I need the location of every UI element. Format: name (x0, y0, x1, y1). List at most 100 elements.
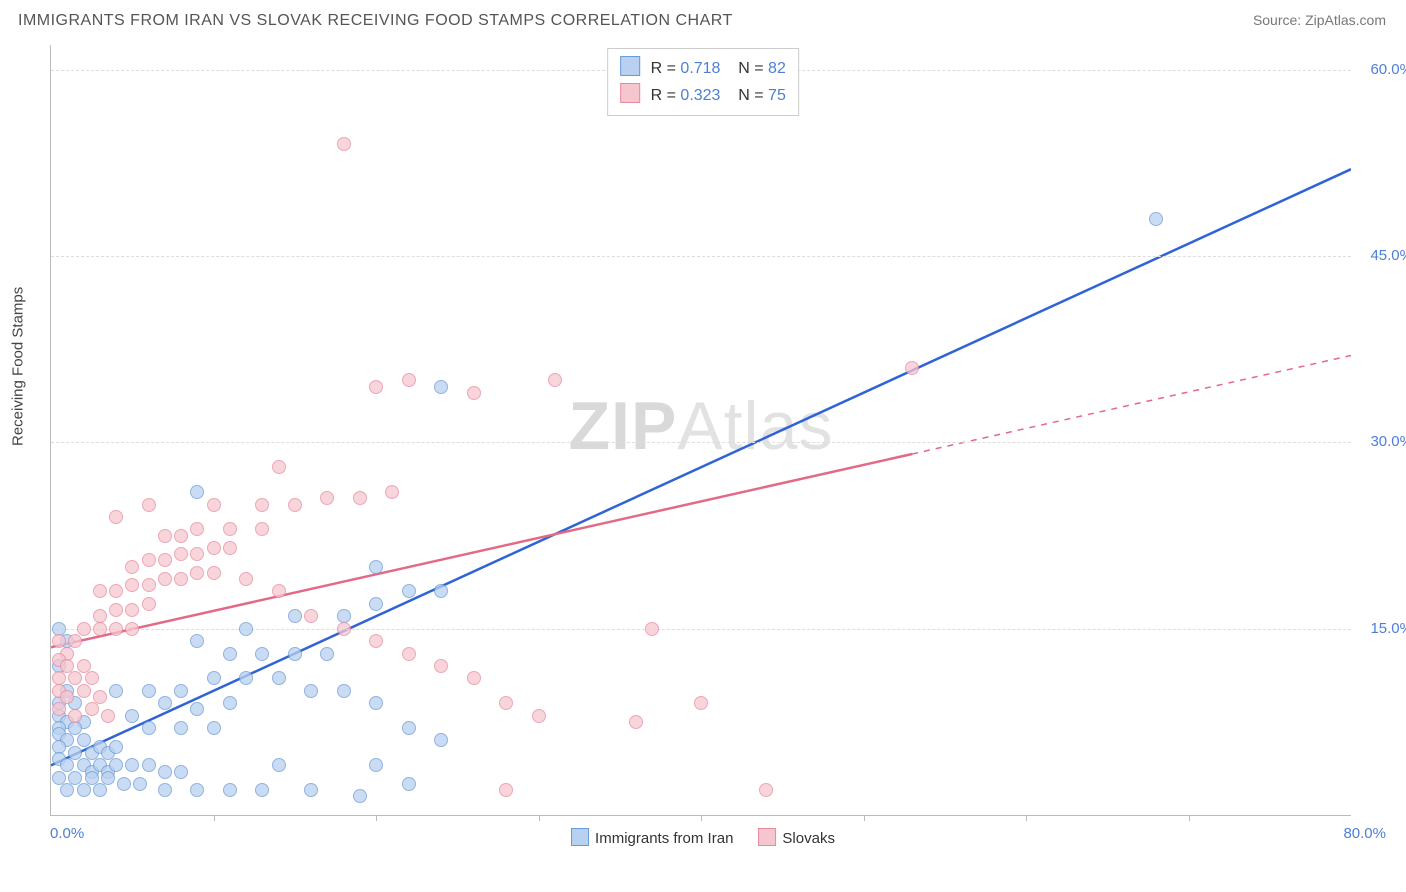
trend-line-dashed (912, 355, 1351, 454)
scatter-point (255, 783, 269, 797)
bottom-legend: Immigrants from Iran Slovaks (571, 828, 835, 847)
scatter-point (158, 783, 172, 797)
scatter-point (125, 709, 139, 723)
scatter-point (125, 560, 139, 574)
scatter-point (101, 709, 115, 723)
scatter-point (288, 647, 302, 661)
stats-n-label: N = (738, 60, 763, 77)
scatter-point (239, 671, 253, 685)
source-name: ZipAtlas.com (1305, 12, 1386, 28)
scatter-point (499, 783, 513, 797)
scatter-point (109, 684, 123, 698)
scatter-point (190, 566, 204, 580)
scatter-point (190, 522, 204, 536)
scatter-point (142, 721, 156, 735)
scatter-point (109, 758, 123, 772)
x-minor-tick (864, 815, 865, 821)
scatter-point (434, 380, 448, 394)
scatter-point (93, 584, 107, 598)
x-axis-max-label: 80.0% (1343, 825, 1386, 842)
x-minor-tick (214, 815, 215, 821)
scatter-point (467, 671, 481, 685)
scatter-point (93, 783, 107, 797)
scatter-point (52, 702, 66, 716)
y-tick-label: 30.0% (1358, 433, 1406, 450)
scatter-point (190, 547, 204, 561)
scatter-point (223, 696, 237, 710)
scatter-point (207, 671, 221, 685)
scatter-point (369, 634, 383, 648)
scatter-point (142, 498, 156, 512)
source-attribution: Source: ZipAtlas.com (1253, 12, 1386, 28)
scatter-point (117, 777, 131, 791)
scatter-point (353, 491, 367, 505)
scatter-point (109, 584, 123, 598)
x-minor-tick (376, 815, 377, 821)
scatter-point (125, 578, 139, 592)
scatter-point (77, 783, 91, 797)
scatter-point (93, 609, 107, 623)
scatter-point (174, 547, 188, 561)
scatter-point (142, 578, 156, 592)
scatter-point (759, 783, 773, 797)
scatter-point (133, 777, 147, 791)
scatter-point (60, 690, 74, 704)
scatter-point (93, 690, 107, 704)
scatter-point (190, 702, 204, 716)
scatter-point (434, 733, 448, 747)
scatter-point (694, 696, 708, 710)
scatter-point (369, 597, 383, 611)
scatter-point (142, 758, 156, 772)
y-tick-label: 45.0% (1358, 247, 1406, 264)
scatter-point (207, 721, 221, 735)
scatter-point (402, 777, 416, 791)
scatter-point (629, 715, 643, 729)
scatter-point (223, 783, 237, 797)
stats-row-iran: R = 0.718 N = 82 (620, 55, 786, 82)
stats-r-label: R = (651, 60, 676, 77)
scatter-point (60, 783, 74, 797)
scatter-point (272, 460, 286, 474)
scatter-point (402, 647, 416, 661)
scatter-point (223, 647, 237, 661)
scatter-point (532, 709, 546, 723)
scatter-point (353, 789, 367, 803)
scatter-point (337, 684, 351, 698)
scatter-point (158, 765, 172, 779)
legend-label-slovaks: Slovaks (782, 830, 835, 847)
scatter-point (304, 609, 318, 623)
scatter-point (385, 485, 399, 499)
x-minor-tick (539, 815, 540, 821)
scatter-point (369, 380, 383, 394)
stats-row-slovaks: R = 0.323 N = 75 (620, 82, 786, 109)
scatter-point (77, 684, 91, 698)
x-minor-tick (701, 815, 702, 821)
scatter-point (109, 510, 123, 524)
scatter-point (174, 529, 188, 543)
scatter-point (1149, 212, 1163, 226)
scatter-point (905, 361, 919, 375)
scatter-point (77, 622, 91, 636)
y-gridline (51, 442, 1351, 443)
stats-r-value-iran: 0.718 (680, 60, 720, 77)
x-minor-tick (1189, 815, 1190, 821)
scatter-point (158, 529, 172, 543)
scatter-point (158, 696, 172, 710)
scatter-point (320, 491, 334, 505)
scatter-point (337, 622, 351, 636)
scatter-point (645, 622, 659, 636)
y-axis-label: Receiving Food Stamps (10, 287, 27, 446)
scatter-point (223, 541, 237, 555)
legend-swatch-iran (571, 828, 589, 846)
scatter-point (190, 485, 204, 499)
x-axis-min-label: 0.0% (50, 825, 84, 842)
stats-n-value-slovaks: 75 (768, 87, 786, 104)
stats-r-label: R = (651, 87, 676, 104)
scatter-point (207, 541, 221, 555)
scatter-point (190, 783, 204, 797)
scatter-point (85, 702, 99, 716)
stats-n-label: N = (738, 87, 763, 104)
scatter-point (239, 622, 253, 636)
scatter-point (174, 572, 188, 586)
scatter-point (320, 647, 334, 661)
